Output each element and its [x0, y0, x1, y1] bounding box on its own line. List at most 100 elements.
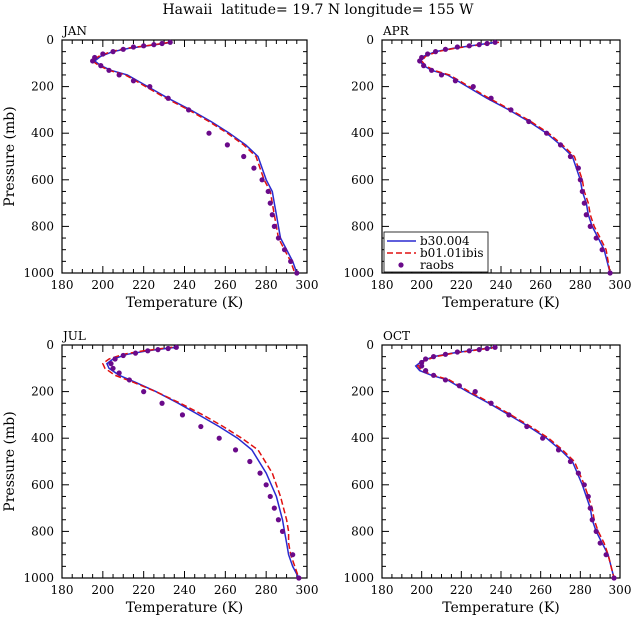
raobs-point: [275, 517, 282, 523]
raobs-point: [417, 58, 423, 64]
legend-label: b30.004: [420, 234, 470, 248]
raobs-point: [428, 67, 435, 73]
raobs-point: [430, 372, 437, 378]
raobs-point: [269, 212, 275, 218]
series-line-b30: [93, 41, 298, 274]
raobs-point: [120, 46, 126, 52]
raobs-point: [419, 363, 425, 369]
x-tick-label: 260: [214, 278, 237, 292]
raobs-point: [587, 223, 593, 229]
raobs-point: [116, 370, 122, 376]
x-axis-label: Temperature (K): [126, 600, 244, 616]
y-tick-label: 200: [351, 385, 374, 399]
panel-label: OCT: [383, 329, 410, 343]
y-tick-label: 600: [31, 173, 54, 187]
series-group: [101, 344, 302, 581]
y-tick-label: 1000: [23, 266, 54, 280]
series-line-ibis: [101, 346, 300, 579]
y-tick-label: 400: [351, 126, 374, 140]
figure-title: Hawaii latitude= 19.7 N longitude= 155 W: [162, 2, 474, 18]
raobs-point: [110, 365, 116, 371]
raobs-point: [263, 482, 269, 488]
raobs-point: [130, 78, 137, 84]
x-tick-label: 260: [529, 278, 552, 292]
y-tick-label: 1000: [343, 266, 374, 280]
series-group: [414, 344, 617, 581]
raobs-point: [265, 188, 271, 195]
raobs-point: [247, 458, 253, 465]
x-tick-label: 300: [296, 278, 319, 292]
raobs-point: [159, 400, 165, 406]
raobs-point: [593, 235, 599, 241]
raobs-point: [126, 377, 132, 383]
raobs-point: [259, 177, 265, 183]
panel-label: JAN: [61, 24, 87, 38]
raobs-point: [151, 42, 157, 48]
x-tick-label: 200: [410, 583, 433, 597]
raobs-point: [454, 44, 460, 50]
y-tick-label: 800: [31, 524, 54, 538]
raobs-point: [206, 130, 212, 136]
raobs-point: [141, 389, 147, 395]
raobs-point: [524, 423, 530, 430]
raobs-point: [279, 528, 286, 535]
x-tick-label: 280: [255, 278, 278, 292]
raobs-point: [456, 383, 462, 389]
y-tick-label: 0: [366, 338, 374, 352]
y-tick-label: 200: [31, 385, 54, 399]
raobs-point: [271, 505, 277, 511]
y-tick-label: 1000: [23, 571, 54, 585]
raobs-point: [108, 361, 114, 367]
raobs-point: [425, 51, 431, 57]
x-tick-label: 260: [214, 583, 237, 597]
raobs-point: [257, 470, 263, 476]
raobs-point: [423, 356, 429, 362]
raobs-point: [145, 348, 151, 354]
raobs-point: [267, 200, 273, 206]
x-tick-label: 240: [173, 583, 196, 597]
x-tick-label: 260: [529, 583, 552, 597]
x-tick-label: 200: [410, 278, 433, 292]
raobs-point: [167, 39, 173, 45]
x-tick-label: 200: [91, 278, 114, 292]
raobs-point: [492, 39, 498, 45]
x-tick-label: 240: [490, 278, 513, 292]
raobs-point: [198, 423, 204, 430]
raobs-point: [232, 447, 239, 453]
raobs-point: [106, 67, 112, 73]
raobs-point: [100, 51, 106, 57]
raobs-point: [442, 46, 449, 52]
raobs-point: [120, 352, 126, 359]
raobs-point: [607, 270, 613, 276]
panel-jul: 180 200 220 240 260 280 300 0 200 400 600 800 1000 Te…: [2, 329, 318, 616]
y-tick-label: 1000: [343, 571, 374, 585]
legend-label: raobs: [420, 258, 454, 272]
raobs-point: [98, 63, 104, 69]
raobs-point: [575, 165, 581, 171]
raobs-point: [492, 344, 498, 350]
raobs-point: [290, 552, 296, 558]
raobs-point: [575, 470, 581, 476]
series-group: [90, 39, 300, 276]
raobs-point: [585, 493, 591, 500]
raobs-point: [173, 344, 179, 350]
x-tick-label: 200: [91, 583, 114, 597]
raobs-point: [147, 84, 153, 90]
y-axis-label: Pressure (mb): [2, 411, 18, 511]
x-axis-label: Temperature (K): [442, 295, 560, 311]
raobs-point: [472, 389, 478, 395]
x-tick-label: 240: [173, 278, 196, 292]
raobs-point: [430, 354, 437, 360]
raobs-point: [159, 40, 165, 47]
panels: 180 200 220 240 260 280 300 0 200 400 600 800 1000 Te…: [2, 24, 631, 616]
legend-label: b01.01ibis: [420, 246, 484, 260]
x-axis-label: Temperature (K): [442, 600, 560, 616]
x-tick-label: 280: [255, 583, 278, 597]
y-tick-label: 200: [31, 80, 54, 94]
raobs-point: [466, 43, 472, 49]
raobs-point: [581, 200, 587, 206]
raobs-point: [165, 95, 171, 101]
raobs-point: [603, 552, 609, 558]
raobs-point: [484, 40, 490, 47]
